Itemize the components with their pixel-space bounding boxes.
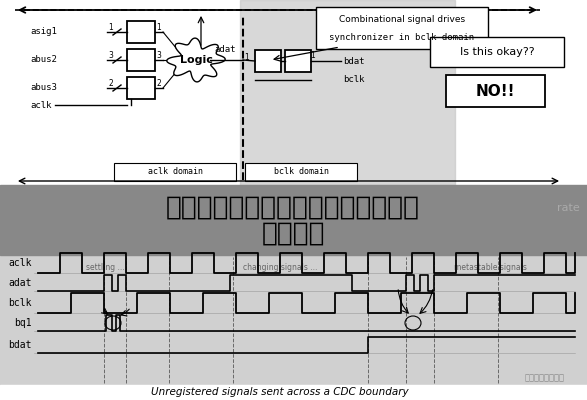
Text: 2: 2 — [109, 78, 113, 88]
Text: metastable signals: metastable signals — [454, 262, 527, 272]
Text: 实时时钟芯片在线读写：技术解析与: 实时时钟芯片在线读写：技术解析与 — [166, 195, 420, 221]
Bar — [127, 21, 155, 43]
FancyBboxPatch shape — [446, 75, 545, 107]
FancyBboxPatch shape — [316, 7, 488, 49]
Text: 实际应用: 实际应用 — [261, 221, 325, 247]
Text: 3: 3 — [157, 52, 161, 60]
Text: 1: 1 — [245, 52, 249, 62]
FancyBboxPatch shape — [245, 163, 357, 181]
Text: abus3: abus3 — [30, 84, 57, 92]
Text: 1: 1 — [311, 52, 315, 60]
FancyBboxPatch shape — [430, 37, 564, 67]
Text: Is this okay??: Is this okay?? — [460, 47, 534, 57]
Polygon shape — [167, 38, 225, 82]
Bar — [127, 49, 155, 71]
Text: settling ...: settling ... — [86, 262, 124, 272]
Text: synchronizer in bclk domain: synchronizer in bclk domain — [329, 32, 474, 42]
Text: asig1: asig1 — [30, 28, 57, 36]
Text: 1: 1 — [157, 24, 161, 32]
Text: aclk: aclk — [8, 258, 32, 268]
Text: adat: adat — [214, 45, 235, 54]
Text: 芯片设计进阶之路: 芯片设计进阶之路 — [525, 374, 565, 382]
Text: 3: 3 — [109, 50, 113, 60]
Text: changing signals ...: changing signals ... — [243, 262, 317, 272]
Text: Unregistered signals sent across a CDC boundary: Unregistered signals sent across a CDC b… — [151, 387, 409, 397]
Text: 2: 2 — [157, 80, 161, 88]
Text: bclk: bclk — [8, 298, 32, 308]
Text: 1: 1 — [109, 22, 113, 32]
Text: rate: rate — [557, 203, 580, 213]
FancyBboxPatch shape — [114, 163, 236, 181]
Text: NO!!: NO!! — [475, 84, 515, 98]
Bar — [255, 50, 281, 72]
Bar — [0, 385, 587, 400]
Text: Logic: Logic — [180, 55, 212, 65]
Text: Combinational signal drives: Combinational signal drives — [339, 16, 465, 24]
Bar — [0, 255, 587, 385]
Text: bq1: bq1 — [14, 318, 32, 328]
Text: bclk: bclk — [343, 76, 365, 84]
Bar — [127, 77, 155, 99]
Text: aclk: aclk — [30, 100, 52, 110]
Bar — [240, 0, 455, 185]
Text: bdat: bdat — [8, 340, 32, 350]
Text: bclk domain: bclk domain — [274, 168, 329, 176]
Text: bdat: bdat — [343, 56, 365, 66]
Text: aclk domain: aclk domain — [147, 168, 203, 176]
Bar — [0, 185, 587, 255]
Text: adat: adat — [8, 278, 32, 288]
Bar — [285, 50, 311, 72]
Bar — [0, 0, 587, 185]
Text: abus2: abus2 — [30, 56, 57, 64]
